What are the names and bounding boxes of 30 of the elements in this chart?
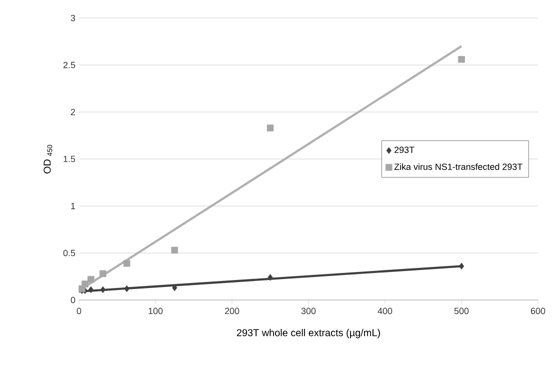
x-tick-label: 600: [530, 308, 546, 314]
point: [100, 286, 106, 294]
point: [88, 286, 94, 294]
y-axis-title: OD $_{450}$: [44, 144, 52, 174]
x-axis-title: 293T whole cell extracts (µg/mL): [236, 328, 380, 338]
y-tick-label: 1: [71, 202, 76, 210]
y-tick-label: 3: [70, 14, 76, 22]
x-tick-label: 500: [454, 308, 469, 314]
x-tick-label: 400: [378, 308, 392, 314]
y-tick-label: 2.5: [63, 62, 76, 68]
x-tick-label: 100: [148, 308, 163, 314]
y-tick-label: 2: [70, 108, 76, 116]
point: [82, 280, 88, 288]
point: [458, 56, 465, 63]
point: [100, 270, 106, 278]
point: [458, 262, 464, 270]
point: [88, 276, 94, 283]
legend-label: 293T: [394, 146, 414, 153]
y-tick-label: 0.5: [63, 250, 76, 256]
legend-label: Zika virus NS1-transfected 293T: [394, 163, 522, 170]
point: [171, 246, 178, 254]
x-tick-label: 0: [76, 308, 82, 314]
point: [268, 274, 273, 281]
x-tick-label: 200: [224, 308, 240, 314]
point: [124, 285, 130, 292]
x-tick-label: 300: [301, 308, 316, 314]
y-tick-label: 0: [70, 296, 76, 304]
point: [266, 124, 274, 132]
point: [123, 260, 130, 267]
y-tick-label: 1.5: [64, 156, 76, 162]
